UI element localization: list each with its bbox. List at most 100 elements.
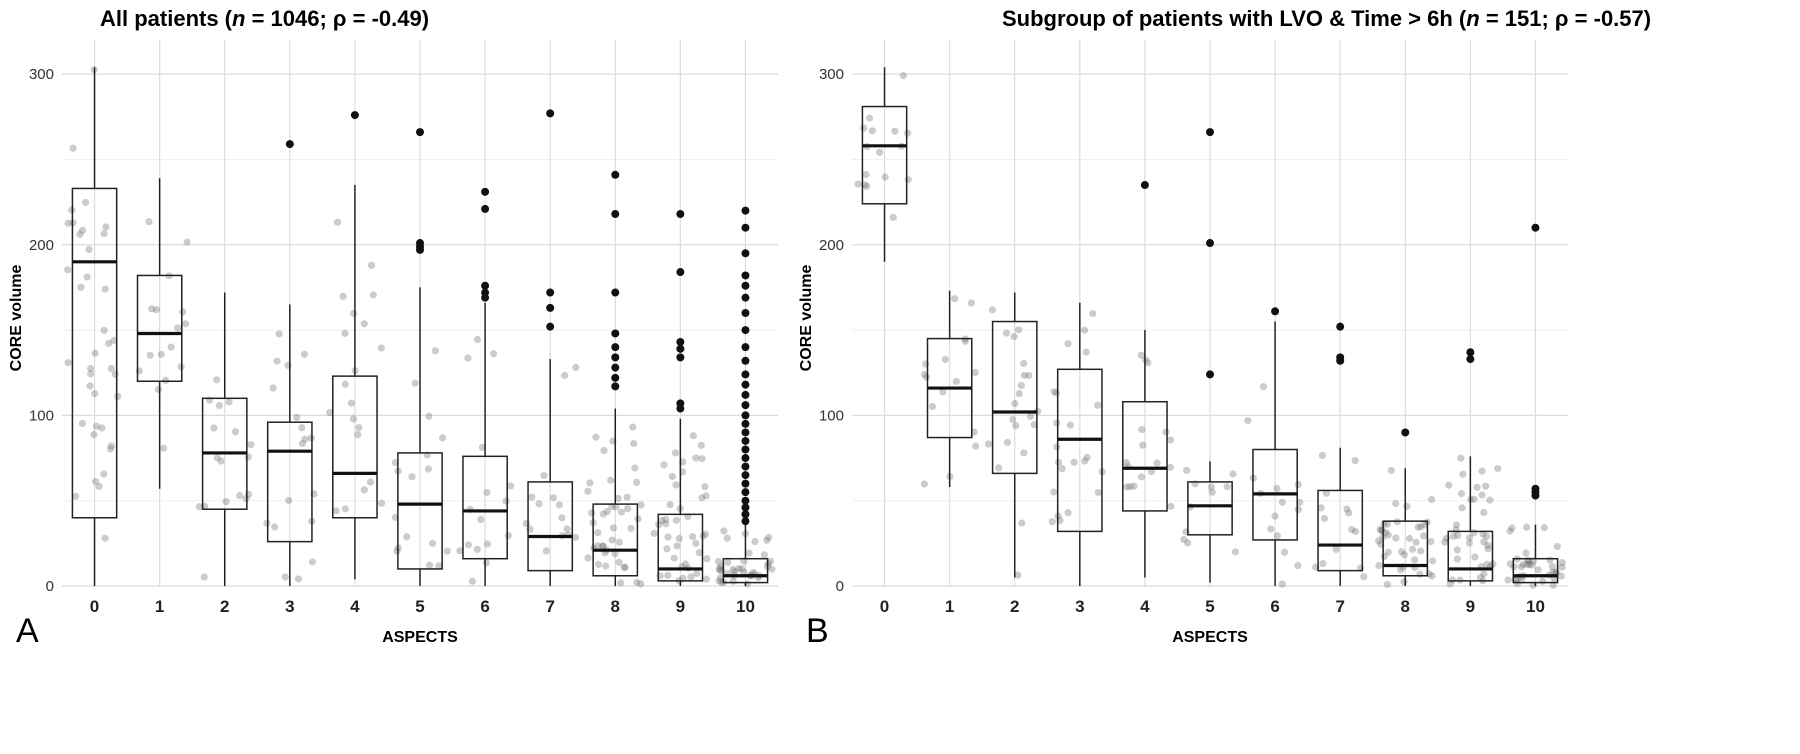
jitter-point bbox=[91, 349, 99, 357]
jitter-point bbox=[1345, 509, 1353, 517]
jitter-point bbox=[102, 223, 110, 231]
outlier-point bbox=[741, 445, 750, 454]
jitter-point bbox=[1015, 326, 1023, 334]
jitter-point bbox=[1009, 415, 1017, 424]
jitter-point bbox=[624, 505, 632, 513]
jitter-point bbox=[1020, 359, 1028, 367]
jitter-point bbox=[183, 238, 191, 246]
jitter-point bbox=[1482, 482, 1490, 490]
outlier-point bbox=[676, 353, 685, 362]
jitter-point bbox=[146, 351, 154, 359]
jitter-point bbox=[1383, 520, 1392, 528]
jitter-point bbox=[106, 445, 115, 453]
jitter-point bbox=[377, 344, 385, 352]
jitter-point bbox=[584, 487, 592, 495]
jitter-point bbox=[666, 501, 674, 509]
jitter-point bbox=[1483, 560, 1491, 568]
jitter-point bbox=[294, 575, 303, 583]
jitter-point bbox=[1144, 359, 1152, 367]
jitter-point bbox=[1403, 502, 1411, 510]
x-tick-label: 6 bbox=[480, 597, 489, 616]
jitter-point bbox=[213, 376, 221, 384]
jitter-point bbox=[1558, 558, 1566, 567]
outlier-point bbox=[741, 436, 750, 445]
jitter-point bbox=[482, 559, 490, 567]
jitter-point bbox=[298, 424, 306, 432]
jitter-point bbox=[1525, 560, 1534, 569]
jitter-point bbox=[1476, 573, 1485, 582]
jitter-point bbox=[69, 144, 77, 152]
jitter-point bbox=[1162, 428, 1170, 436]
jitter-point bbox=[64, 219, 72, 227]
jitter-point bbox=[1453, 555, 1461, 563]
jitter-point bbox=[671, 449, 680, 457]
jitter-point bbox=[1397, 566, 1405, 574]
jitter-point bbox=[78, 226, 87, 234]
jitter-point bbox=[941, 355, 949, 363]
box-10 bbox=[722, 557, 769, 584]
outlier-point bbox=[741, 356, 750, 365]
jitter-point bbox=[1453, 546, 1461, 554]
jitter-point bbox=[1534, 566, 1542, 574]
outlier-point bbox=[481, 281, 490, 290]
outlier-point bbox=[1271, 307, 1280, 316]
jitter-point bbox=[468, 577, 476, 585]
jitter-point bbox=[1506, 560, 1514, 568]
jitter-point bbox=[1553, 542, 1561, 551]
outlier-point bbox=[611, 170, 620, 179]
jitter-point bbox=[549, 494, 558, 502]
x-tick-label: 6 bbox=[1270, 597, 1279, 616]
jitter-point bbox=[157, 350, 165, 358]
jitter-point bbox=[602, 562, 610, 570]
y-axis-label: CORE volume bbox=[8, 265, 25, 372]
jitter-point bbox=[1081, 326, 1089, 334]
jitter-point bbox=[1540, 524, 1548, 532]
jitter-point bbox=[350, 309, 358, 317]
jitter-point bbox=[1550, 575, 1558, 583]
jitter-point bbox=[1278, 580, 1286, 588]
jitter-point bbox=[1377, 527, 1386, 535]
jitter-point bbox=[1449, 532, 1458, 540]
jitter-point bbox=[920, 370, 929, 378]
jitter-point bbox=[1421, 521, 1429, 529]
jitter-point bbox=[1417, 523, 1425, 531]
jitter-point bbox=[92, 477, 100, 486]
jitter-point bbox=[167, 343, 175, 351]
jitter-point bbox=[101, 534, 109, 542]
jitter-point bbox=[1486, 496, 1494, 504]
box-0 bbox=[71, 187, 118, 519]
jitter-point bbox=[1050, 388, 1058, 396]
jitter-point bbox=[1026, 412, 1035, 421]
jitter-point bbox=[1382, 529, 1390, 537]
jitter-point bbox=[629, 423, 637, 431]
jitter-point bbox=[301, 435, 309, 443]
jitter-point bbox=[464, 354, 472, 362]
jitter-point bbox=[408, 473, 416, 481]
outlier-point bbox=[416, 128, 424, 137]
jitter-point bbox=[64, 359, 72, 367]
jitter-point bbox=[720, 527, 728, 535]
outlier-point bbox=[741, 496, 750, 505]
outlier-point bbox=[741, 428, 750, 437]
x-tick-label: 7 bbox=[545, 597, 554, 616]
outlier-point bbox=[1336, 322, 1345, 331]
outlier-point bbox=[741, 390, 750, 399]
outlier-point bbox=[741, 380, 750, 389]
jitter-point bbox=[863, 182, 871, 191]
box-5 bbox=[1187, 481, 1233, 536]
x-axis-label: ASPECTS bbox=[1172, 629, 1248, 646]
jitter-point bbox=[83, 273, 91, 281]
jitter-point bbox=[611, 550, 619, 558]
outlier-point bbox=[546, 288, 555, 297]
jitter-point bbox=[1015, 389, 1023, 398]
outlier-point bbox=[741, 471, 750, 480]
jitter-point bbox=[615, 558, 623, 567]
jitter-point bbox=[377, 499, 386, 507]
jitter-point bbox=[369, 291, 377, 299]
jitter-point bbox=[1539, 577, 1547, 585]
jitter-point bbox=[555, 501, 563, 509]
jitter-point bbox=[1392, 534, 1400, 542]
jitter-point bbox=[107, 442, 115, 450]
jitter-point bbox=[1294, 561, 1302, 570]
jitter-point bbox=[1137, 473, 1146, 481]
